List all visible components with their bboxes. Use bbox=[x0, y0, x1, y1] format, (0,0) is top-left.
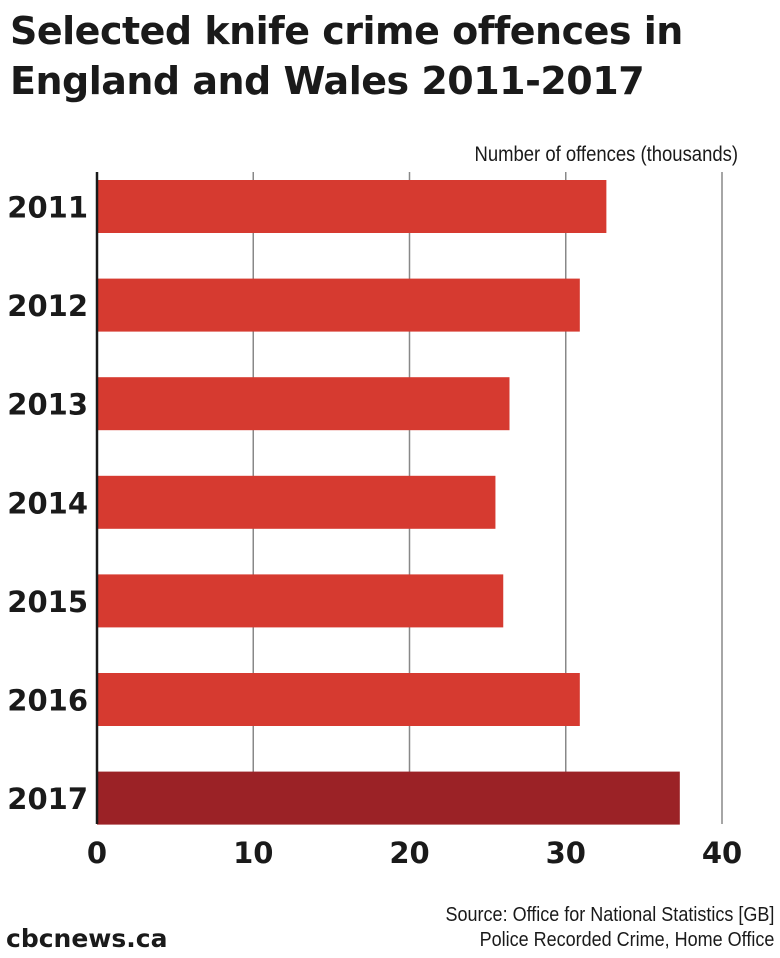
source-note: Source: Office for National Statistics [… bbox=[445, 903, 774, 953]
cbc-logo: cbcnews.ca bbox=[6, 924, 168, 953]
bars bbox=[97, 180, 680, 825]
x-tick-label-40: 40 bbox=[702, 836, 742, 870]
x-tick-label-30: 30 bbox=[546, 836, 586, 870]
x-tick-labels: 0 10 20 30 40 bbox=[87, 836, 742, 870]
source-line-1: Source: Office for National Statistics [… bbox=[445, 904, 774, 926]
bar-2014 bbox=[97, 475, 496, 529]
bar-2013 bbox=[97, 377, 510, 431]
category-label-2015: 2015 bbox=[7, 585, 88, 619]
x-tick-label-10: 10 bbox=[233, 836, 273, 870]
category-label-2017: 2017 bbox=[7, 782, 88, 816]
source-line-2: Police Recorded Crime, Home Office bbox=[479, 929, 774, 951]
x-axis-label: Number of offences (thousands) bbox=[475, 143, 738, 166]
bar-2015 bbox=[97, 574, 504, 628]
x-tick-label-20: 20 bbox=[389, 836, 429, 870]
bar-2016 bbox=[97, 673, 580, 726]
category-labels: 2011 2012 2013 2014 2015 2016 2017 bbox=[7, 191, 88, 817]
category-label-2011: 2011 bbox=[7, 191, 88, 225]
category-label-2012: 2012 bbox=[7, 289, 88, 323]
bar-2011 bbox=[97, 180, 607, 233]
x-tick-label-0: 0 bbox=[87, 836, 107, 870]
category-label-2014: 2014 bbox=[7, 486, 88, 520]
category-label-2013: 2013 bbox=[7, 388, 88, 422]
bar-2017 bbox=[97, 771, 680, 825]
chart-title: Selected knife crime offences in England… bbox=[10, 6, 770, 106]
chart-title-line-2: England and Wales 2011-2017 bbox=[10, 59, 645, 103]
category-label-2016: 2016 bbox=[7, 684, 88, 718]
chart-title-line-1: Selected knife crime offences in bbox=[10, 9, 683, 53]
bar-2012 bbox=[97, 278, 580, 332]
